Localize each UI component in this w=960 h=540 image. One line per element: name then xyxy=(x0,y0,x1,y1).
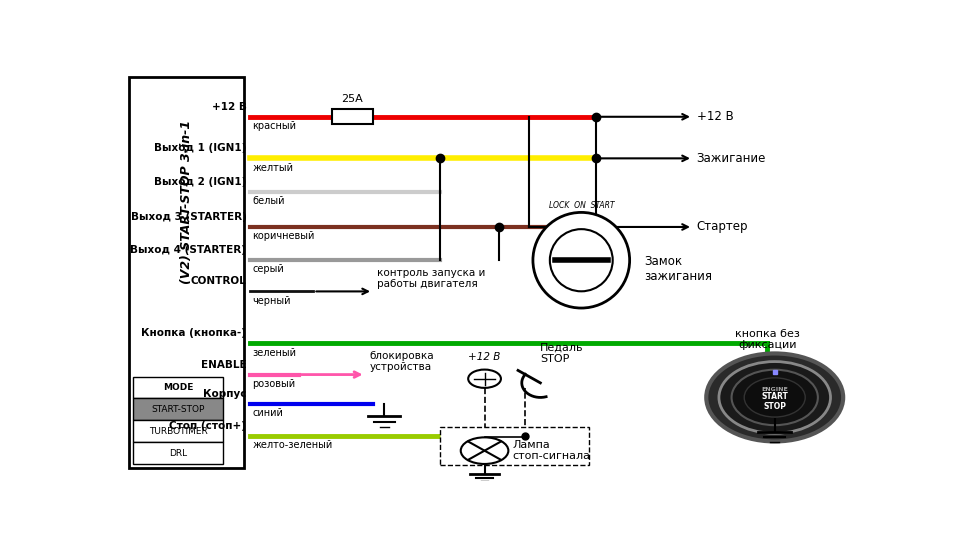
Text: синий: синий xyxy=(252,408,283,418)
Text: Корпус: Корпус xyxy=(203,389,247,399)
Text: Зажигание: Зажигание xyxy=(697,152,766,165)
Text: розовый: розовый xyxy=(252,379,296,389)
Text: MODE: MODE xyxy=(163,383,193,392)
Text: серый: серый xyxy=(252,265,284,274)
Bar xyxy=(133,442,223,464)
Bar xyxy=(133,377,223,399)
Text: красный: красный xyxy=(252,121,297,131)
Text: TURBOTIMER: TURBOTIMER xyxy=(149,427,207,436)
Text: белый: белый xyxy=(252,196,285,206)
Text: Выход 4 (STARTER): Выход 4 (STARTER) xyxy=(131,245,247,255)
Text: +12 В: +12 В xyxy=(697,110,733,123)
Text: контроль запуска и
работы двигателя: контроль запуска и работы двигателя xyxy=(376,268,485,289)
Text: Кнопка (кнопка-): Кнопка (кнопка-) xyxy=(141,328,247,339)
Text: коричневый: коричневый xyxy=(252,231,315,241)
Bar xyxy=(133,420,223,442)
Text: Выход 3 (STARTER): Выход 3 (STARTER) xyxy=(131,212,247,222)
Text: желтый: желтый xyxy=(252,163,294,172)
Ellipse shape xyxy=(732,370,818,425)
Text: ENGINE: ENGINE xyxy=(761,387,788,392)
Ellipse shape xyxy=(744,378,805,417)
Text: желто-зеленый: желто-зеленый xyxy=(252,440,333,450)
Text: Стоп (стоп+): Стоп (стоп+) xyxy=(170,421,247,431)
Text: START-STOP: START-STOP xyxy=(152,405,204,414)
Bar xyxy=(440,427,588,465)
Bar xyxy=(133,399,223,420)
Ellipse shape xyxy=(533,212,630,308)
Circle shape xyxy=(461,437,509,464)
Text: (V2) START-STOP 3-in-1: (V2) START-STOP 3-in-1 xyxy=(180,120,193,285)
Text: зеленый: зеленый xyxy=(252,348,297,357)
Text: 25A: 25A xyxy=(342,94,364,104)
Text: Стартер: Стартер xyxy=(697,220,748,233)
Text: START: START xyxy=(761,392,788,401)
Text: кнопка без
фиксации: кнопка без фиксации xyxy=(734,329,800,350)
Text: Выход 2 (IGN1): Выход 2 (IGN1) xyxy=(155,177,247,187)
Ellipse shape xyxy=(550,229,612,291)
Text: Замок
зажигания: Замок зажигания xyxy=(644,254,712,282)
Text: ENABLE: ENABLE xyxy=(201,360,247,369)
Circle shape xyxy=(468,369,501,388)
Text: +12 В: +12 В xyxy=(468,352,501,362)
Text: блокировка
устройства: блокировка устройства xyxy=(370,351,434,373)
Text: Лампа
стоп-сигнала: Лампа стоп-сигнала xyxy=(513,440,590,462)
Ellipse shape xyxy=(707,354,843,441)
Text: +12 В: +12 В xyxy=(211,102,247,112)
Text: Выход 1 (IGN1): Выход 1 (IGN1) xyxy=(155,143,247,153)
Text: STOP: STOP xyxy=(763,402,786,411)
Text: Педаль
STOP: Педаль STOP xyxy=(540,342,584,364)
Text: CONTROL: CONTROL xyxy=(191,276,247,286)
Text: черный: черный xyxy=(252,295,291,306)
Text: DRL: DRL xyxy=(169,449,187,457)
Text: LOCK  ON  START: LOCK ON START xyxy=(548,201,614,210)
Bar xyxy=(129,77,244,468)
Ellipse shape xyxy=(719,362,830,433)
Bar xyxy=(332,109,372,124)
